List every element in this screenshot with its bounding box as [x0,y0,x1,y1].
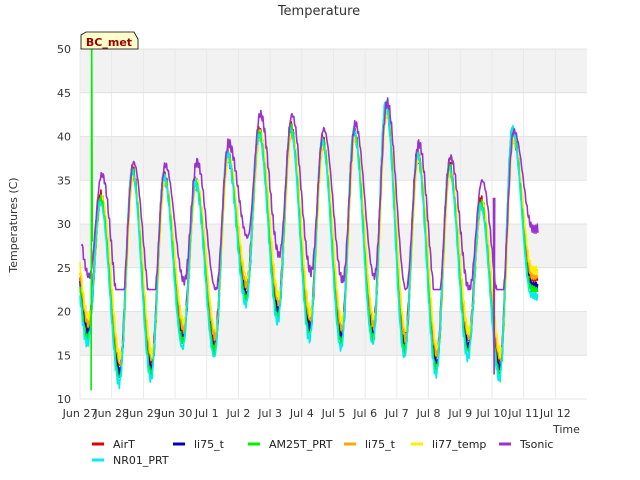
chart-title: Temperature [277,4,360,19]
x-tick-label: Jul 6 [352,407,377,420]
x-tick-label: Jun 27 [62,407,98,420]
legend-item: Tsonic [499,438,553,451]
y-tick-label: 15 [57,349,71,362]
y-tick-label: 20 [57,306,71,319]
y-tick-label: 50 [57,43,71,56]
legend-item: li75_t [173,438,225,451]
legend-item: NR01_PRT [92,454,169,467]
y-tick-label: 10 [57,393,71,406]
x-tick-label: Jul 1 [194,407,219,420]
legend-label: li75_t [194,438,225,451]
x-tick-label: Jun 30 [157,407,193,420]
series-lines [79,48,539,391]
x-tick-label: Jul 12 [539,407,571,420]
y-tick-label: 25 [57,262,71,275]
legend-label: NR01_PRT [113,454,169,467]
y-tick-label: 35 [57,174,71,187]
legend: AirT li75_t AM25T_PRT li75_t li77_temp Tsonic… [92,438,553,467]
y-tick-label: 40 [57,131,71,144]
x-tick-label: Jul 11 [507,407,539,420]
x-tick-label: Jul 3 [257,407,282,420]
x-tick-label: Jul 9 [447,407,472,420]
site-badge-box [80,31,139,50]
x-tick-label: Jul 2 [226,407,251,420]
legend-label: AirT [113,438,135,451]
y-tick-label: 45 [57,87,71,100]
y-tick-label: 30 [57,218,71,231]
series-line-tsonic [80,97,539,291]
series-line-nr01_prt [79,100,539,390]
y-axis-label: Temperatures (C) [7,177,20,273]
x-tick-label: Jun 28 [93,407,129,420]
legend-item: AM25T_PRT [248,438,333,451]
legend-label: AM25T_PRT [269,438,333,451]
legend-label: Tsonic [519,438,553,451]
x-tick-label: Jul 4 [289,407,314,420]
x-tick-label: Jul 10 [476,407,508,420]
x-tick-label: Jun 29 [125,407,161,420]
x-tick-label: Jul 8 [416,407,441,420]
site-badge: BC_met [80,31,139,50]
x-tick-label: Jul 7 [384,407,409,420]
legend-label: li75_t [365,438,396,451]
legend-label: li77_temp [432,438,486,451]
site-badge-label: BC_met [86,36,132,49]
x-axis-label: Time [552,423,580,436]
series-spike [492,197,496,375]
legend-item: li77_temp [411,438,486,451]
x-tick-label: Jul 5 [321,407,346,420]
legend-item: li75_t [344,438,396,451]
legend-item: AirT [92,438,135,451]
